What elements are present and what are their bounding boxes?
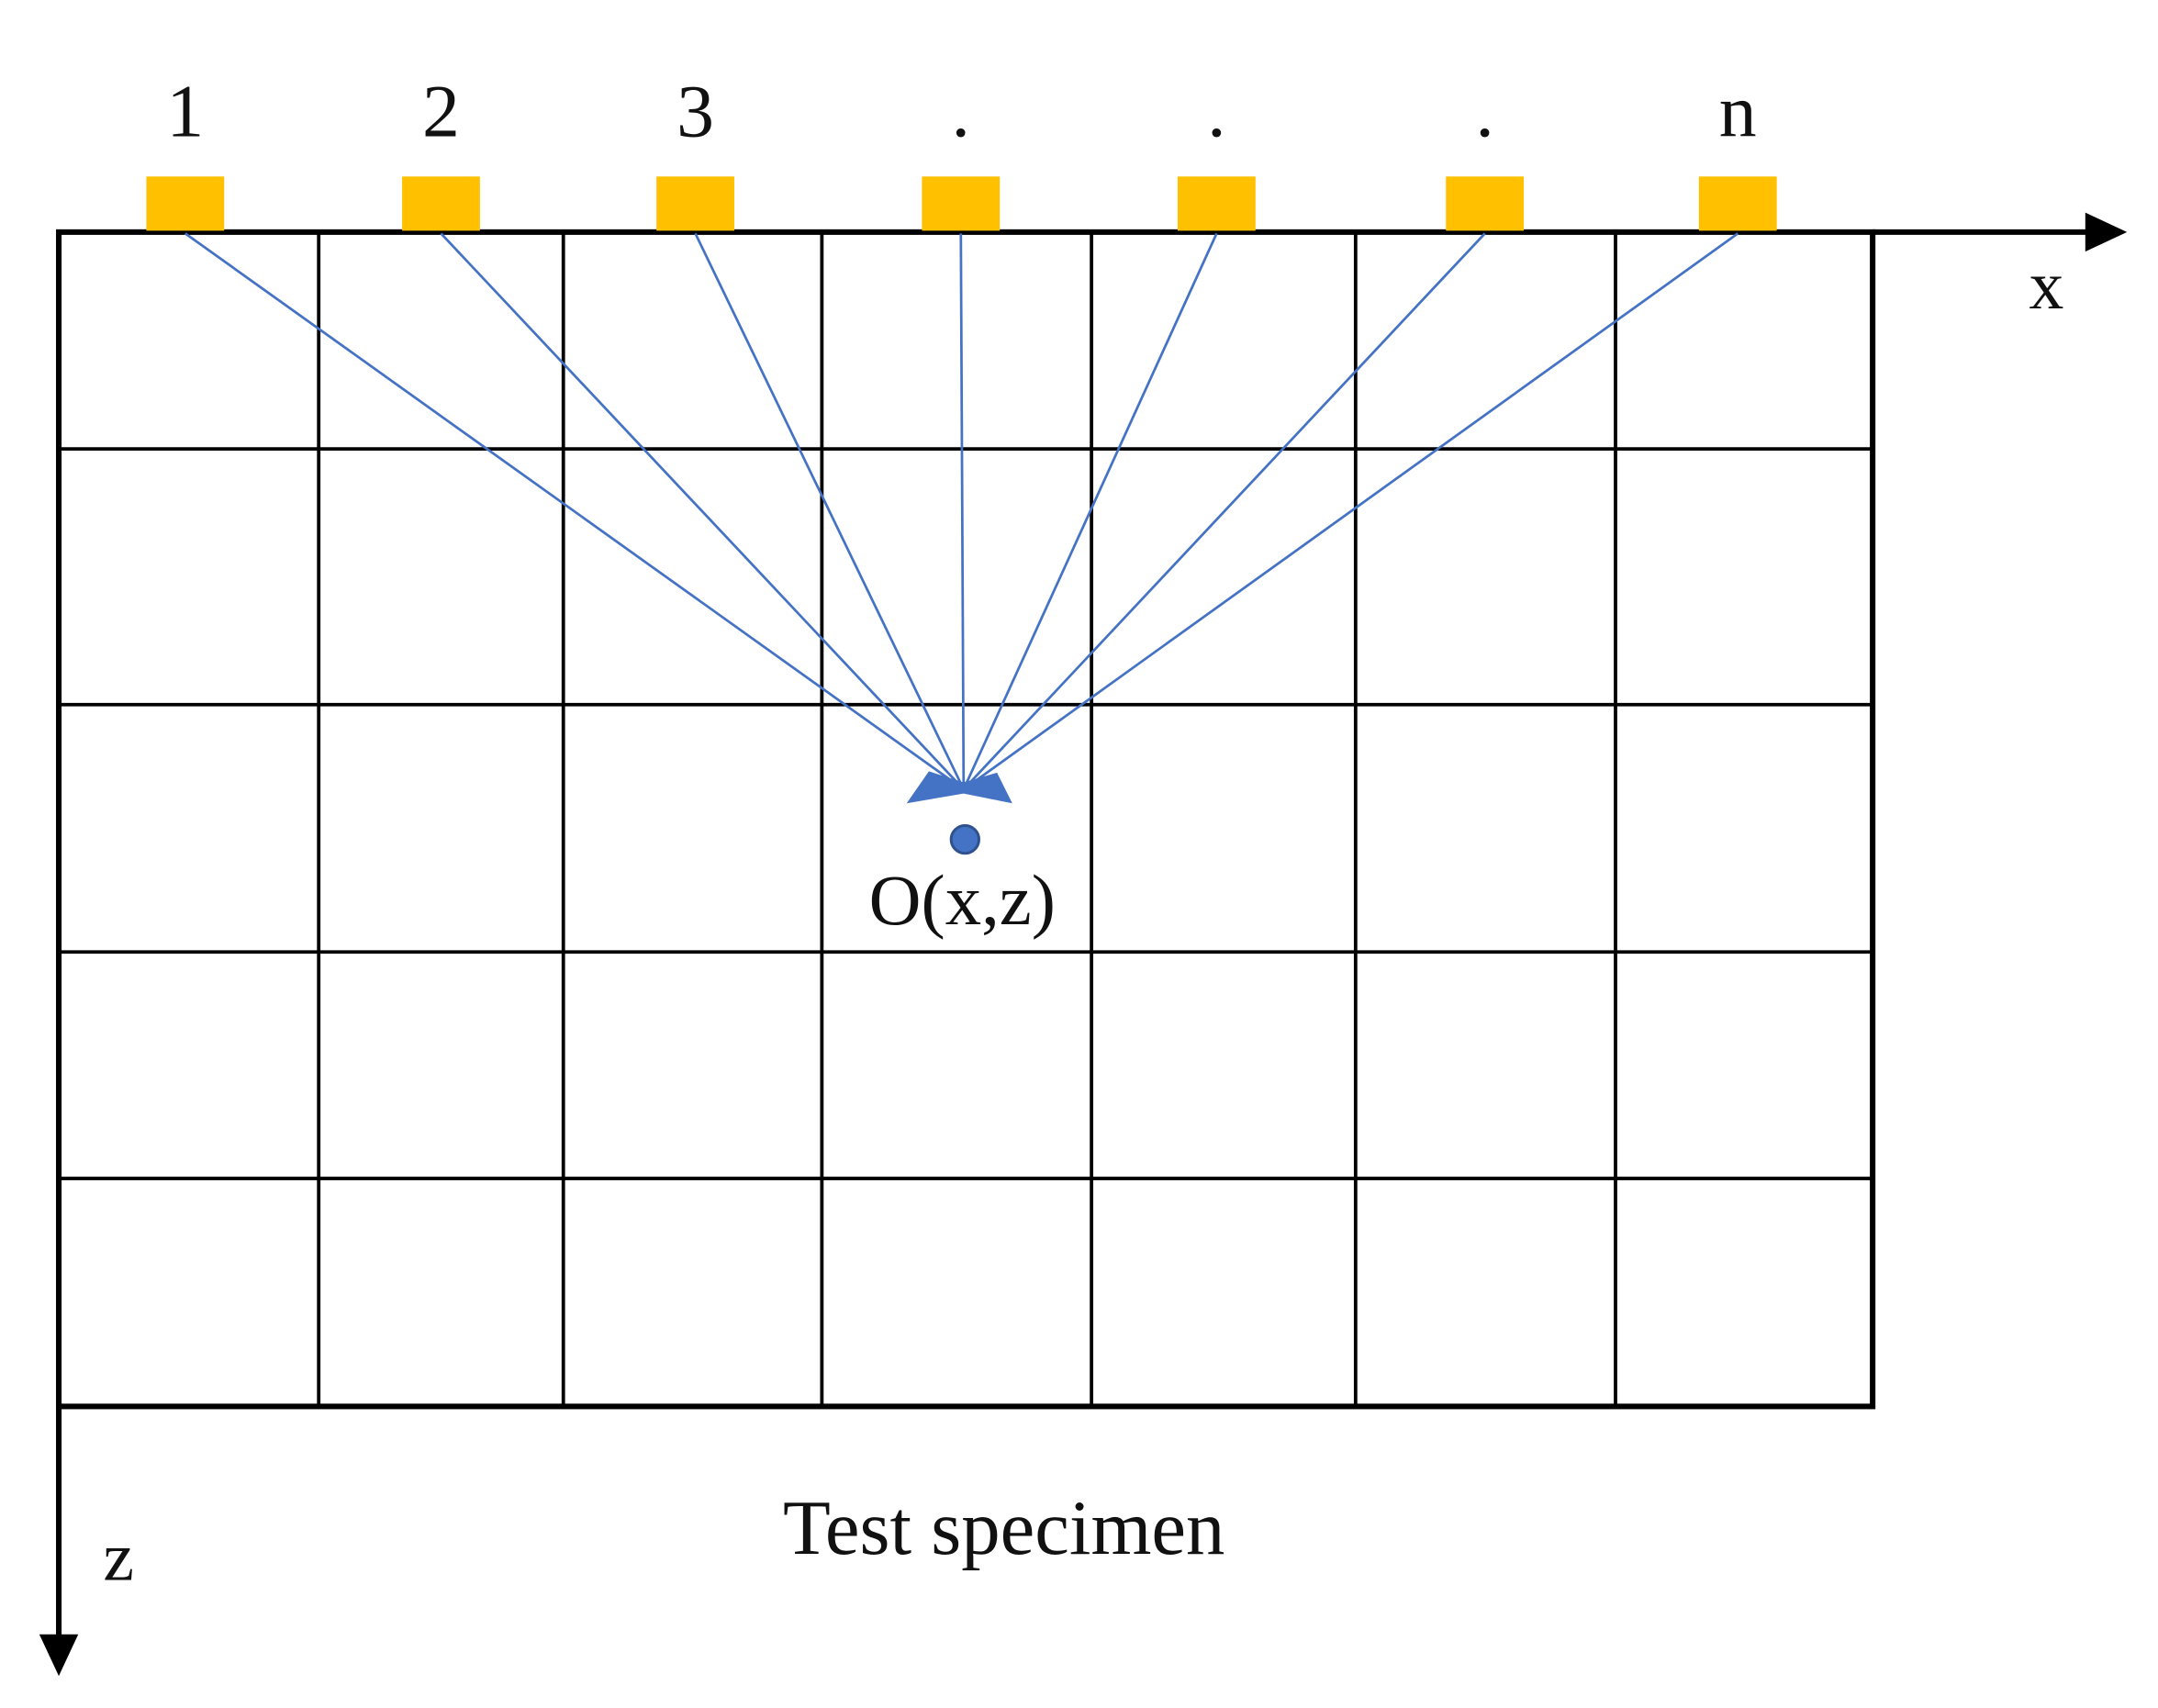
ray-arrowheads bbox=[906, 771, 1012, 804]
ray bbox=[962, 232, 1218, 790]
x-axis-label: x bbox=[2029, 248, 2063, 324]
rays bbox=[184, 232, 1739, 791]
ray bbox=[963, 232, 1739, 791]
sensor bbox=[1446, 176, 1525, 231]
sensor-label: . bbox=[952, 69, 970, 152]
x-axis-arrow bbox=[2085, 212, 2128, 252]
specimen-grid bbox=[59, 231, 1873, 1407]
specimen-border bbox=[56, 229, 1876, 1410]
sensor bbox=[656, 176, 734, 231]
sensor-label: n bbox=[1719, 69, 1757, 152]
z-axis-arrow bbox=[39, 1634, 79, 1677]
ray bbox=[962, 232, 1486, 791]
sensor bbox=[402, 176, 480, 231]
sensor-label: 2 bbox=[422, 69, 460, 152]
ray bbox=[959, 233, 966, 790]
z-axis-label: z bbox=[103, 1520, 134, 1596]
target-label: O(x,z) bbox=[869, 861, 1056, 941]
ray bbox=[184, 232, 965, 791]
caption: Test specimen bbox=[783, 1485, 1224, 1571]
ray bbox=[440, 232, 965, 791]
sensor bbox=[1698, 176, 1777, 231]
sensor-label: 1 bbox=[166, 69, 204, 152]
target-point bbox=[949, 823, 980, 855]
sensors: 1 2 3... n bbox=[146, 69, 1777, 231]
ray bbox=[694, 232, 966, 790]
sensor-label: 3 bbox=[676, 69, 714, 152]
sensor-label: . bbox=[1475, 69, 1493, 152]
sensor bbox=[922, 176, 1001, 231]
sensor-label: . bbox=[1207, 69, 1225, 152]
sensor bbox=[146, 176, 225, 231]
sensor bbox=[1178, 176, 1256, 231]
